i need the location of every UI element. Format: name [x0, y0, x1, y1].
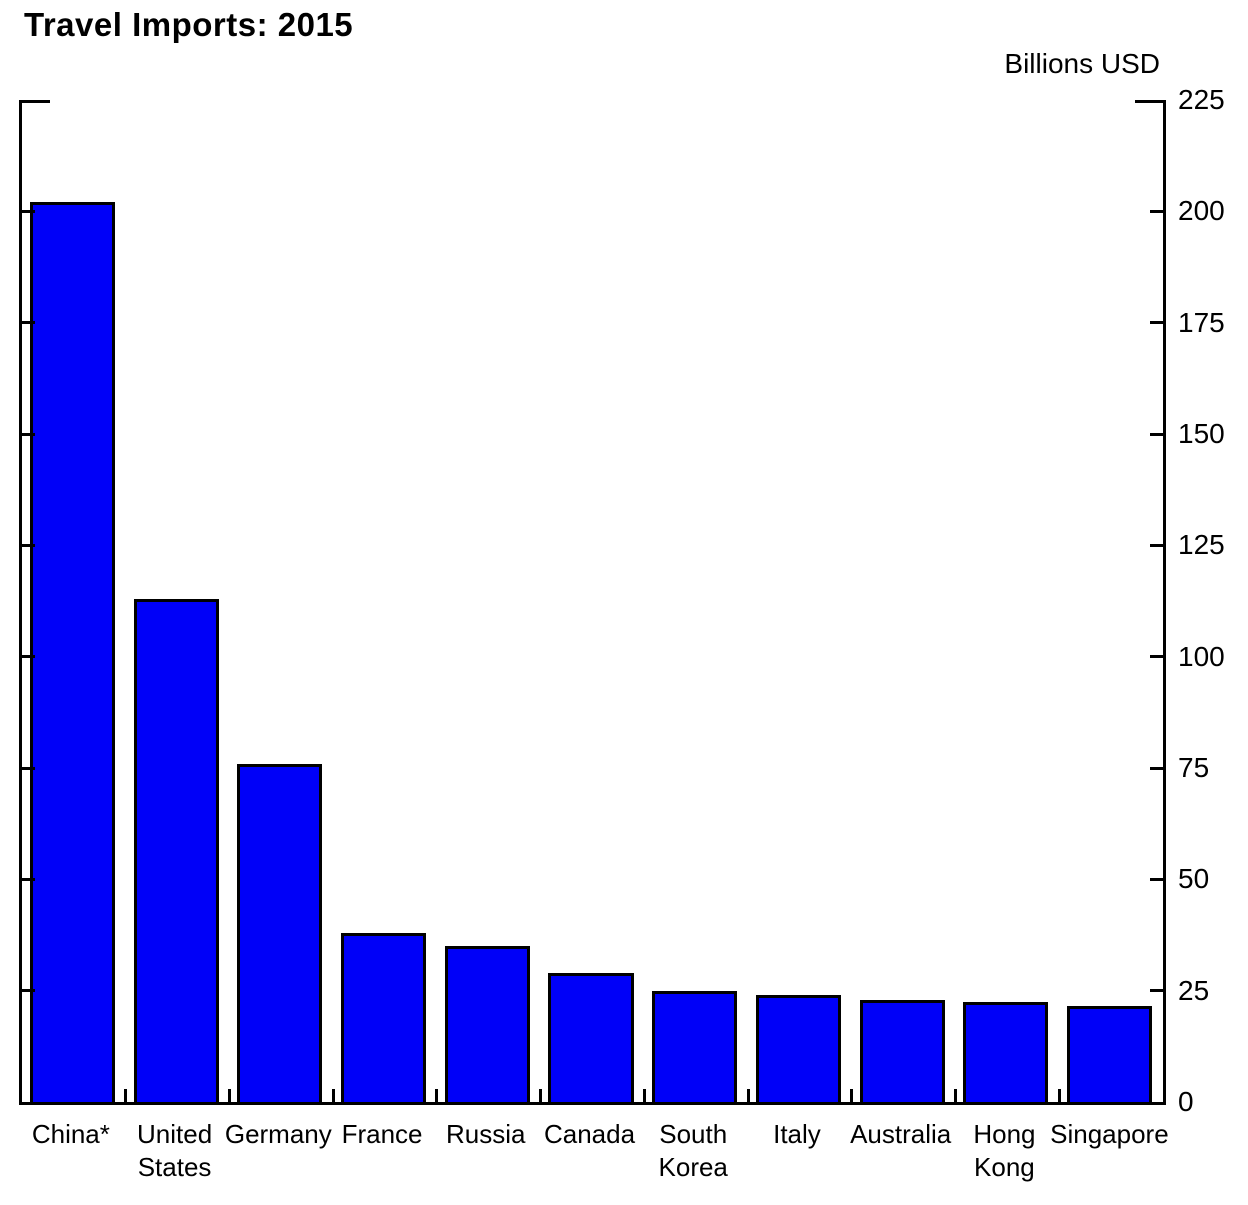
bar-australia — [859, 999, 945, 1102]
x-boundary-tick-10 — [1057, 1089, 1061, 1102]
y-tick-left-100 — [22, 655, 35, 659]
y-axis-label-200: 200 — [1178, 195, 1225, 227]
x-axis-label-china: China* — [31, 1119, 110, 1149]
x-boundary-tick-9 — [954, 1089, 958, 1102]
y-tick-right-75 — [1150, 766, 1163, 770]
x-axis-label-united-states: United States — [137, 1119, 213, 1182]
x-axis-label-russia: Russia — [446, 1119, 526, 1149]
y-tick-left-175 — [22, 321, 35, 325]
y-tick-right-125 — [1150, 543, 1163, 547]
y-axis-label-50: 50 — [1178, 863, 1210, 895]
x-axis-label-singapore: Singapore — [1050, 1119, 1169, 1149]
plot-area — [19, 100, 1166, 1105]
y-axis-unit-label: Billions USD — [1004, 48, 1160, 79]
bar-singapore — [1067, 1006, 1153, 1102]
x-boundary-tick-1 — [124, 1089, 128, 1102]
y-axis-label-150: 150 — [1178, 418, 1225, 449]
y-tick-left-75 — [22, 766, 35, 770]
x-boundary-tick-2 — [227, 1089, 231, 1102]
bar-united-states — [133, 598, 219, 1102]
bar-china — [29, 202, 115, 1102]
y-tick-left-150 — [22, 432, 35, 436]
bar-south-korea — [652, 990, 738, 1102]
chart-title: Travel Imports: 2015 — [24, 6, 354, 43]
y-axis-label-175: 175 — [1178, 306, 1225, 338]
y-axis-label-100: 100 — [1178, 640, 1225, 672]
bar-hong-kong — [963, 1001, 1049, 1102]
x-axis-label-south-korea: South Korea — [658, 1119, 728, 1182]
top-left-corner-flag — [22, 100, 50, 103]
y-axis-label-75: 75 — [1178, 752, 1210, 783]
y-axis-label-225: 225 — [1178, 84, 1225, 115]
x-boundary-tick-7 — [746, 1089, 750, 1102]
bar-russia — [444, 946, 530, 1102]
x-axis-label-italy: Italy — [773, 1119, 821, 1149]
x-boundary-tick-4 — [435, 1089, 439, 1102]
x-axis-label-hong-kong: Hong Kong — [973, 1119, 1036, 1182]
x-axis-label-france: France — [341, 1119, 423, 1149]
y-tick-right-175 — [1150, 321, 1163, 325]
x-boundary-tick-3 — [331, 1089, 335, 1102]
bar-france — [341, 932, 427, 1102]
y-tick-right-50 — [1150, 877, 1163, 881]
y-tick-left-25 — [22, 989, 35, 993]
y-tick-right-150 — [1150, 432, 1163, 436]
y-tick-left-200 — [22, 209, 35, 213]
y-tick-right-25 — [1150, 989, 1163, 993]
bar-italy — [755, 995, 841, 1102]
top-right-corner-flag — [1135, 100, 1163, 103]
y-axis-label-25: 25 — [1178, 974, 1210, 1006]
x-axis-label-australia: Australia — [850, 1119, 952, 1149]
y-axis-label-125: 125 — [1178, 529, 1225, 561]
y-tick-right-100 — [1150, 655, 1163, 659]
x-axis-label-germany: Germany — [224, 1119, 332, 1149]
x-axis-label-canada: Canada — [543, 1119, 636, 1149]
y-tick-left-125 — [22, 543, 35, 547]
bar-canada — [548, 972, 634, 1102]
bar-germany — [237, 763, 323, 1102]
y-tick-right-200 — [1150, 209, 1163, 213]
y-axis-label-0: 0 — [1178, 1086, 1194, 1117]
y-tick-left-50 — [22, 877, 35, 881]
x-boundary-tick-5 — [539, 1089, 543, 1102]
x-boundary-tick-8 — [850, 1089, 854, 1102]
x-boundary-tick-6 — [642, 1089, 646, 1102]
